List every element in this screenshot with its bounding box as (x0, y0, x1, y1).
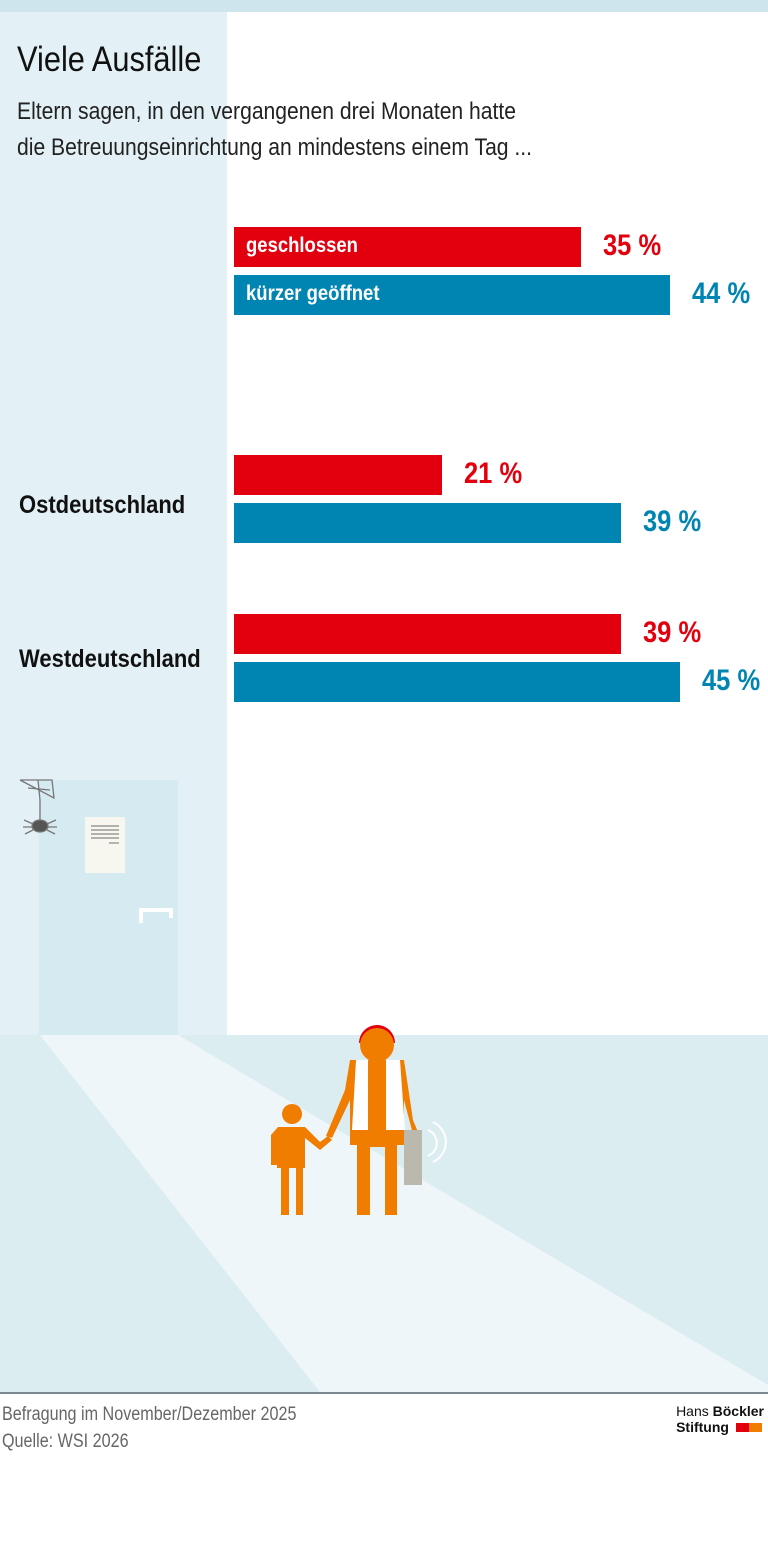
footer-divider (0, 1392, 768, 1394)
logo-text: Böckler (712, 1403, 764, 1419)
note-icon (85, 817, 125, 873)
bar-kuerzer-geoeffnet-0: kürzer geöffnet (234, 275, 671, 315)
logo-text: Stiftung (676, 1419, 729, 1435)
bar-geschlossen-0: geschlossen (234, 227, 582, 267)
category-label-west: Westdeutschland (19, 645, 201, 673)
door-illustration (19, 779, 447, 1215)
door-handle-icon (139, 908, 173, 923)
top-strip (0, 0, 768, 12)
hans-boeckler-logo: Hans Böckler Stiftung (676, 1403, 764, 1435)
spider-icon (19, 779, 57, 835)
category-label-ost: Ostdeutschland (19, 491, 186, 519)
logo-red-square (735, 1423, 749, 1432)
value-label: 45 % (702, 664, 761, 697)
bar-kuerzer-geoeffnet-1 (234, 503, 621, 543)
series-label: geschlossen (246, 234, 358, 257)
bar-geschlossen-1 (234, 455, 443, 495)
value-label: 44 % (692, 277, 751, 310)
value-label: 21 % (464, 457, 523, 490)
bar-geschlossen-2 (234, 614, 621, 654)
value-label: 35 % (603, 229, 662, 262)
footer-source: Quelle: WSI 2026 (2, 1431, 129, 1452)
logo-text: Hans (676, 1403, 709, 1419)
parent-child-illustration (271, 1025, 447, 1215)
value-label: 39 % (642, 616, 702, 649)
logo-orange-square (748, 1423, 762, 1432)
footer-note: Befragung im November/Dezember 2025 (2, 1404, 297, 1425)
series-label: kürzer geöffnet (246, 282, 380, 305)
subtitle-line-2: die Betreuungseinrichtung an mindestens … (17, 134, 533, 161)
chart-title: Viele Ausfälle (17, 40, 202, 79)
bar-kuerzer-geoeffnet-2 (234, 662, 681, 702)
value-label: 39 % (642, 505, 702, 538)
subtitle-line-1: Eltern sagen, in den vergangenen drei Mo… (17, 98, 517, 125)
